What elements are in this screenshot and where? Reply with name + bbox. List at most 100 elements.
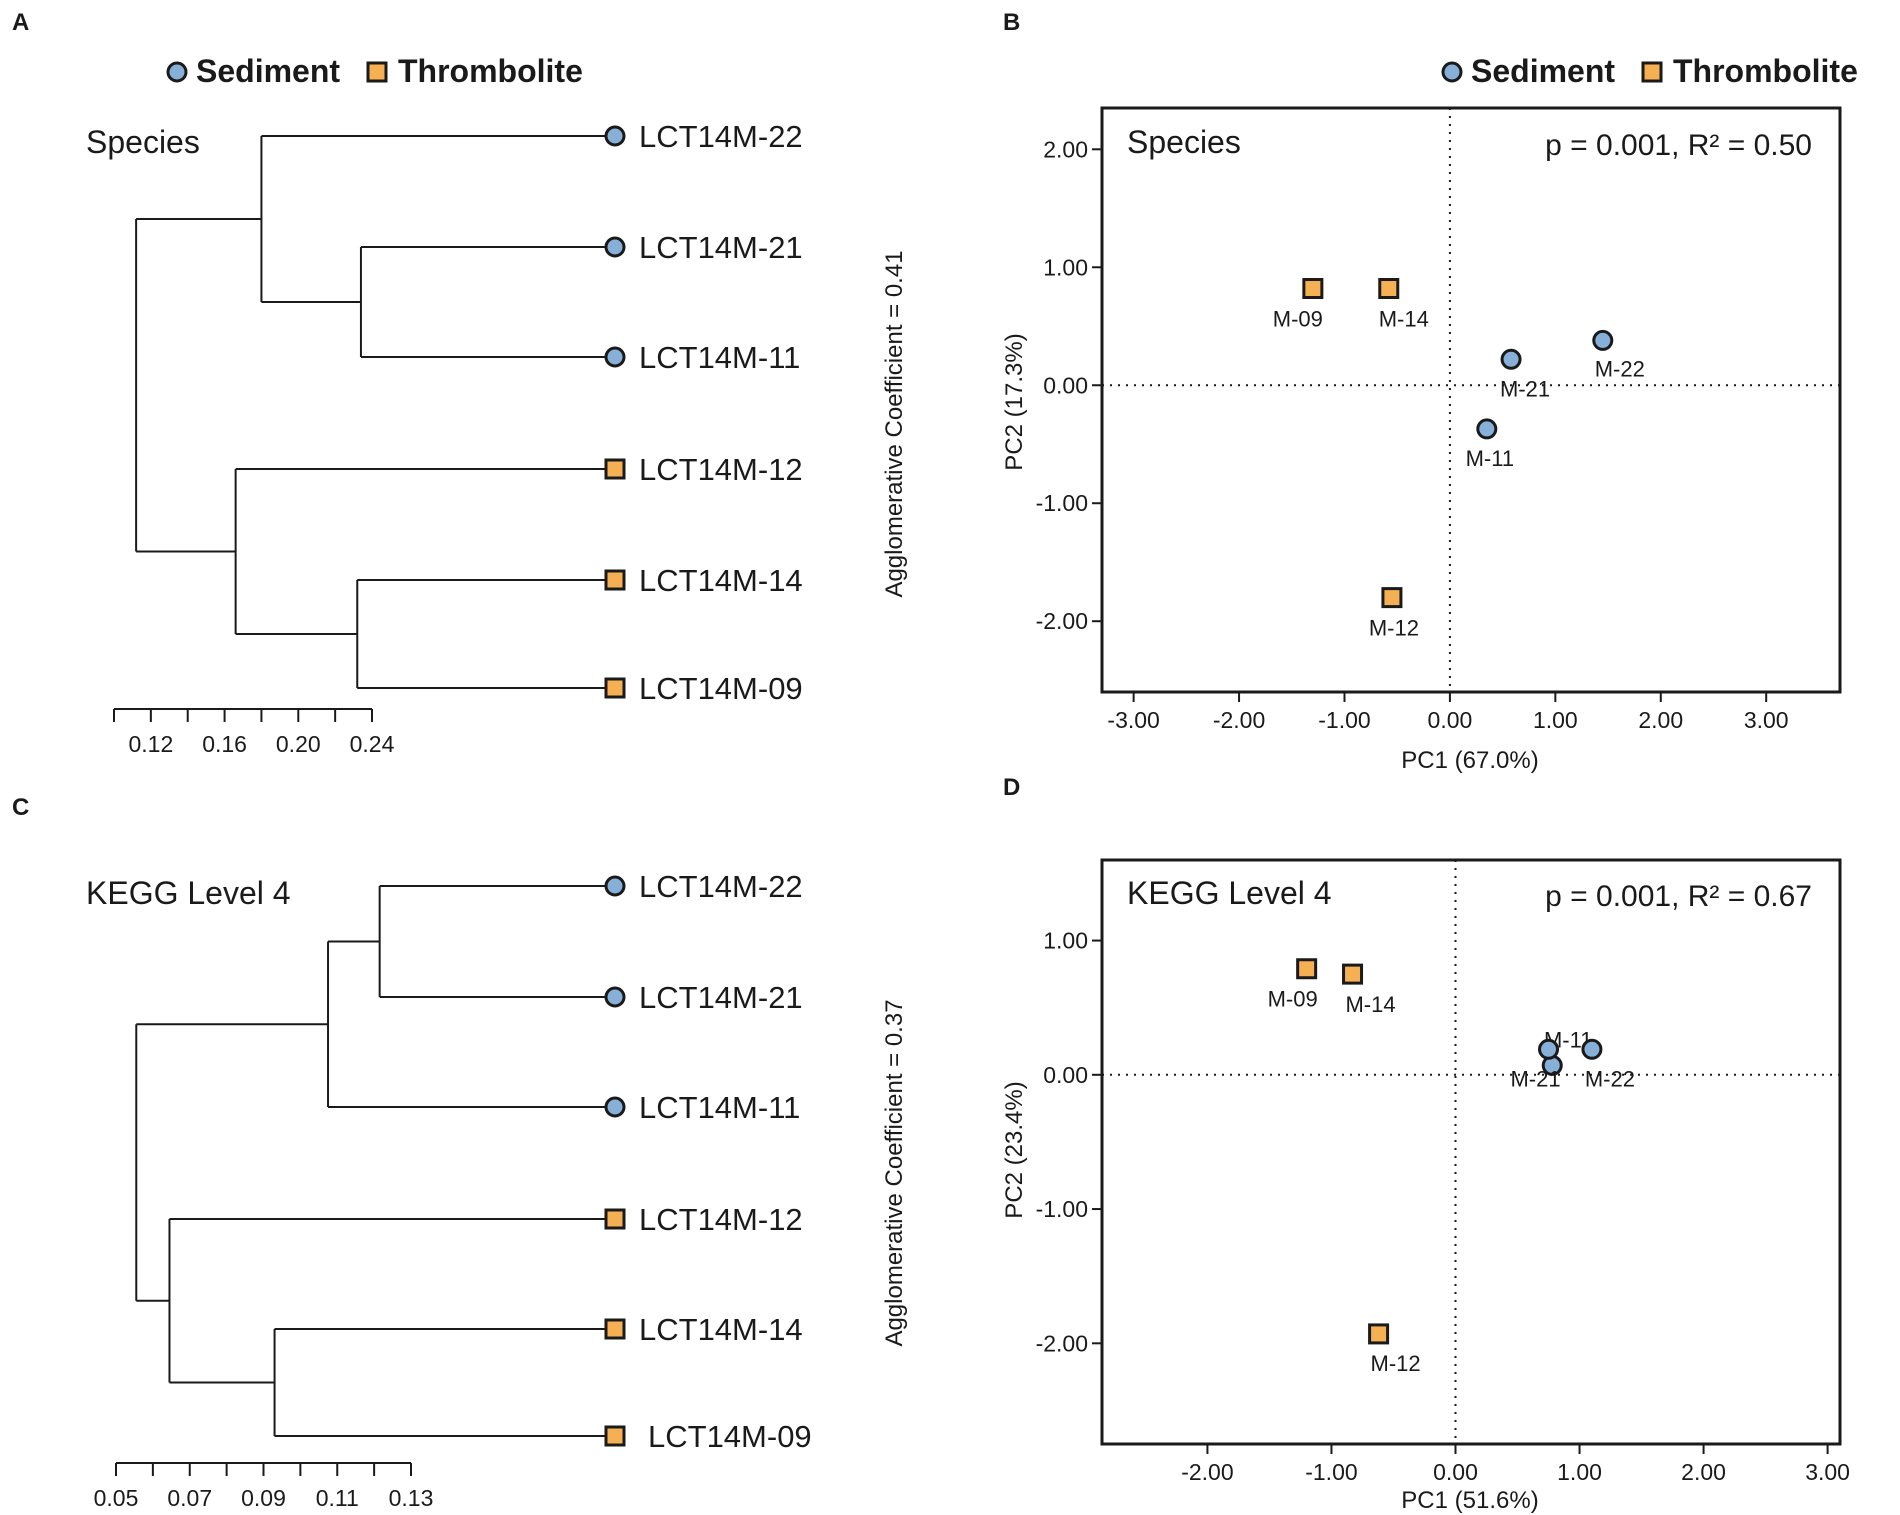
thrombolite-marker xyxy=(604,458,626,480)
y-tick-label: 0.00 xyxy=(1043,1062,1088,1088)
sediment-marker xyxy=(1581,1038,1603,1060)
x-tick-label: -3.00 xyxy=(1107,707,1159,733)
point-label: M-21 xyxy=(1500,376,1550,401)
thrombolite-marker xyxy=(604,1425,626,1447)
sediment-marker xyxy=(604,236,626,258)
y-axis-label: PC2 (23.4%) xyxy=(1001,1081,1028,1218)
legend-thrombolite-label: Thrombolite xyxy=(1673,53,1858,89)
point-label: M-12 xyxy=(1371,1351,1421,1376)
leaf-label: LCT14M-12 xyxy=(639,1202,803,1237)
y-tick-label: -1.00 xyxy=(1036,490,1088,516)
thrombolite-marker xyxy=(1296,958,1318,980)
y-tick-label: -2.00 xyxy=(1036,1330,1088,1356)
axis-tick-label: 0.09 xyxy=(241,1485,286,1511)
point-label: M-14 xyxy=(1379,307,1429,332)
point-m-22: M-22 xyxy=(1592,329,1645,381)
panel-letter-a: A xyxy=(12,9,29,36)
y-tick-label: -2.00 xyxy=(1036,608,1088,634)
data-points: M-12 M-11 M-21 M-22 M-09 M-14 xyxy=(1273,278,1645,641)
x-tick-label: -1.00 xyxy=(1305,1459,1357,1485)
zero-guides xyxy=(1102,860,1840,1444)
axis-tick-label: 0.20 xyxy=(276,731,321,757)
point-label: M-22 xyxy=(1585,1066,1635,1091)
leaf-label: LCT14M-11 xyxy=(639,340,800,375)
x-tick-label: 1.00 xyxy=(1557,1459,1602,1485)
pca-title: KEGG Level 4 xyxy=(1127,875,1332,911)
legend-panel-a: Sediment Thrombolite xyxy=(166,53,583,89)
legend-thrombolite-marker xyxy=(1641,61,1663,83)
sediment-marker xyxy=(1500,348,1522,370)
thrombolite-marker xyxy=(604,1208,626,1230)
thrombolite-marker xyxy=(1378,278,1400,300)
legend-sediment-label: Sediment xyxy=(1471,53,1615,89)
legend-sediment-marker xyxy=(166,61,188,83)
point-label: M-22 xyxy=(1595,356,1645,381)
dendrogram-tree xyxy=(135,135,610,689)
dendrogram-panel-c: KEGG Level 4 Agglomerative Coefficient =… xyxy=(86,869,908,1511)
sediment-marker xyxy=(604,986,626,1008)
legend-panel-b: Sediment Thrombolite xyxy=(1441,53,1858,89)
x-tick-label: 3.00 xyxy=(1805,1459,1850,1485)
dendrogram-leaves: LCT14M-22 LCT14M-21 LCT14M-11 LCT14M-12 LCT1… xyxy=(604,869,812,1454)
plot-frame xyxy=(1100,858,1842,1446)
pca-statistics: p = 0.001, R² = 0.67 xyxy=(1545,880,1812,913)
dendrogram-title: KEGG Level 4 xyxy=(86,875,291,911)
axis-tick-label: 0.12 xyxy=(128,731,173,757)
panel-letter-b: B xyxy=(1003,9,1020,36)
leaf-lct14m-12: LCT14M-12 xyxy=(604,1202,803,1237)
leaf-label: LCT14M-09 xyxy=(639,671,803,706)
leaf-label: LCT14M-14 xyxy=(639,563,803,598)
point-label: M-11 xyxy=(1466,446,1515,471)
point-m-12: M-12 xyxy=(1369,587,1419,641)
point-m-09: M-09 xyxy=(1273,278,1324,332)
point-label: M-21 xyxy=(1510,1066,1560,1091)
y-tick-label: 0.00 xyxy=(1043,372,1088,398)
leaf-label: LCT14M-14 xyxy=(639,1312,803,1347)
axis-tick-label: 0.24 xyxy=(350,731,395,757)
x-tick-label: 0.00 xyxy=(1428,707,1473,733)
y-tick-label: 2.00 xyxy=(1043,136,1088,162)
panel-letter-c: C xyxy=(12,794,29,821)
thrombolite-marker xyxy=(1302,278,1324,300)
thrombolite-marker xyxy=(1342,963,1364,985)
leaf-lct14m-22: LCT14M-22 xyxy=(604,869,803,904)
point-m-12: M-12 xyxy=(1368,1323,1421,1376)
sediment-marker xyxy=(1538,1038,1560,1060)
leaf-label: LCT14M-22 xyxy=(639,869,803,904)
panel-letter-d: D xyxy=(1003,774,1020,801)
sediment-marker xyxy=(604,125,626,147)
y-tick-label: 1.00 xyxy=(1043,928,1088,954)
x-axis-label: PC1 (51.6%) xyxy=(1401,1487,1538,1514)
legend-thrombolite-marker xyxy=(366,61,388,83)
leaf-lct14m-09: LCT14M-09 xyxy=(604,1419,812,1454)
thrombolite-marker xyxy=(604,677,626,699)
point-m-21: M-21 xyxy=(1510,1038,1561,1091)
pca-statistics: p = 0.001, R² = 0.50 xyxy=(1545,129,1812,162)
x-tick-label: -1.00 xyxy=(1318,707,1370,733)
sediment-marker xyxy=(1476,418,1498,440)
x-tick-label: -2.00 xyxy=(1181,1459,1233,1485)
axis-ticks: -2.00 -1.00 0.00 1.00 2.00 3.00 -2.00 -1.00 0.00… xyxy=(1036,928,1850,1485)
dendrogram-axis: 0.05 0.07 0.09 0.11 0.13 xyxy=(94,1462,434,1511)
sediment-marker xyxy=(604,875,626,897)
thrombolite-marker xyxy=(604,569,626,591)
leaf-label: LCT14M-11 xyxy=(639,1090,800,1125)
point-label: M-09 xyxy=(1273,307,1323,332)
point-m-11: M-11 xyxy=(1466,418,1515,471)
dendrogram-tree xyxy=(135,885,610,1437)
x-tick-label: 0.00 xyxy=(1433,1459,1478,1485)
agglomerative-coefficient-label: Agglomerative Coefficient = 0.37 xyxy=(881,999,908,1346)
leaf-lct14m-11: LCT14M-11 xyxy=(604,1090,800,1125)
x-tick-label: -2.00 xyxy=(1213,707,1265,733)
x-axis-label: PC1 (67.0%) xyxy=(1401,747,1538,774)
thrombolite-marker xyxy=(1381,587,1403,609)
sediment-marker xyxy=(1592,329,1614,351)
axis-tick-label: 0.16 xyxy=(202,731,247,757)
point-m-22: M-22 xyxy=(1581,1038,1635,1091)
axis-tick-label: 0.13 xyxy=(389,1485,434,1511)
plot-frame xyxy=(1100,106,1842,694)
pca-panel-b: Species p = 0.001, R² = 0.50 PC1 (67.0%)… xyxy=(1001,106,1842,774)
axis-tick-label: 0.11 xyxy=(316,1485,359,1511)
leaf-lct14m-14: LCT14M-14 xyxy=(604,563,803,598)
leaf-lct14m-09: LCT14M-09 xyxy=(604,671,803,706)
